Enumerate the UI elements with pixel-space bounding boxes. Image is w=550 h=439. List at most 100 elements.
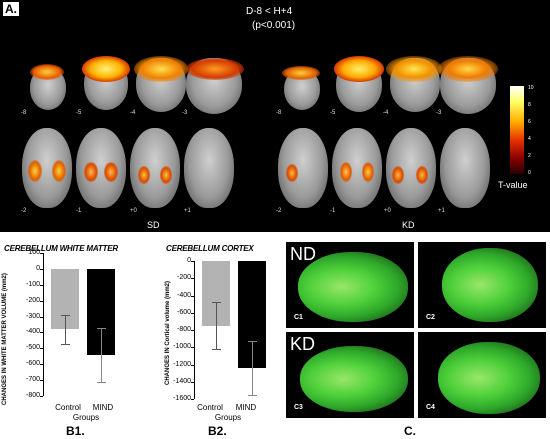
activation-blob xyxy=(104,162,118,182)
tile-label-c3: C3 xyxy=(294,404,303,411)
group-label-kd-c: KD xyxy=(290,334,316,354)
activation-blob xyxy=(438,56,498,82)
chart-b1-tick-label: -400 xyxy=(25,328,40,336)
tractography-c1: ND C1 xyxy=(286,242,414,328)
panel-a-brain-maps: A. D-8 < H+4 (p<0.001) -8 -5 -4 -3 -8 -5… xyxy=(0,0,550,232)
activation-blob xyxy=(52,160,66,182)
chart-b1-sublabel: B1. xyxy=(66,424,85,438)
chart-b1-tick-mark xyxy=(40,364,43,366)
activation-blob xyxy=(362,162,374,182)
chart-b1-xlabel: Groups xyxy=(72,413,100,422)
chart-b2-tick-mark xyxy=(191,330,194,331)
brain-slice-bottom-left-3 xyxy=(130,128,180,208)
chart-b2-tick-mark xyxy=(191,399,194,400)
chart-b1-error-bar xyxy=(101,327,102,382)
chart-b2-category: Control xyxy=(197,403,223,412)
chart-b1-error-cap xyxy=(97,327,106,329)
chart-b2-tick-mark xyxy=(191,295,194,297)
chart-b1-category: Control xyxy=(55,403,81,412)
brain-slice-bottom-right-4 xyxy=(440,128,490,208)
chart-b1-tick-mark xyxy=(40,268,43,270)
fiber-bundle xyxy=(300,346,408,412)
pvalue-label: (p<0.001) xyxy=(252,20,296,31)
chart-b2-title: CEREBELLUM CORTEX xyxy=(166,244,254,253)
chart-b1-tick-label: -800 xyxy=(25,392,40,399)
chart-b1-tick-mark xyxy=(40,396,43,397)
chart-b2-sublabel: B2. xyxy=(208,424,227,438)
slice-number: -1 xyxy=(76,208,82,214)
slice-number: -5 xyxy=(76,110,82,116)
chart-b2-error-cap xyxy=(248,394,257,396)
slice-number: -5 xyxy=(330,110,336,116)
chart-b2-y-axis xyxy=(194,261,195,399)
chart-b2-tick-mark xyxy=(191,364,194,366)
colorbar-tick: 6 xyxy=(528,119,531,125)
slice-number: -4 xyxy=(130,110,136,116)
colorbar-tick: 0 xyxy=(528,170,531,176)
contrast-title: D-8 < H+4 xyxy=(246,6,293,17)
activation-blob xyxy=(138,166,150,184)
chart-b2-tick-label: -1200 xyxy=(173,360,191,368)
activation-blob xyxy=(392,166,404,184)
chart-b2-category: MIND xyxy=(235,403,257,412)
activation-blob xyxy=(340,162,352,182)
tractography-c3: KD C3 xyxy=(286,332,414,418)
slice-number: -8 xyxy=(276,110,282,116)
chart-b1-error-cap xyxy=(97,381,106,383)
chart-b2-tick-label: -800 xyxy=(176,326,191,333)
chart-b2-tick-label: -1000 xyxy=(173,343,191,351)
activation-blob xyxy=(134,56,188,82)
tractography-c2: C2 xyxy=(418,242,546,328)
chart-b1-title: CEREBELLUM WHITE MATTER xyxy=(4,244,118,253)
chart-b1-tick-label: -700 xyxy=(25,376,40,384)
chart-b2-tick-label: 0 xyxy=(187,257,191,264)
panel-a-label: A. xyxy=(3,2,19,16)
tile-label-c2: C2 xyxy=(426,314,435,321)
chart-b2-tick-label: -1600 xyxy=(173,395,191,402)
activation-blob xyxy=(82,56,130,82)
chart-b1-category: MIND xyxy=(92,403,114,412)
chart-b1-y-axis xyxy=(43,253,44,396)
slice-number: -4 xyxy=(383,110,389,116)
chart-b1-tick-label: -200 xyxy=(25,296,40,304)
fiber-bundle xyxy=(438,342,540,414)
panel-c-label: C. xyxy=(404,424,416,438)
chart-b2-tick-label: -600 xyxy=(176,308,191,316)
chart-b2-tick-mark xyxy=(191,278,194,280)
activation-blob xyxy=(30,64,64,80)
chart-b1-tick-label: -500 xyxy=(25,344,40,352)
slice-number: +1 xyxy=(438,208,445,214)
chart-b2-tick-label: -200 xyxy=(176,274,191,282)
activation-blob xyxy=(282,66,320,80)
brain-slice-bottom-left-4 xyxy=(184,128,234,208)
slice-number: -2 xyxy=(21,208,27,214)
chart-b2-plot: 0 -200 -400 -600 -800 -1000 -1200 -1400 -1600 xyxy=(173,257,266,402)
slice-number: +0 xyxy=(384,208,391,214)
colorbar-tick: 10 xyxy=(528,85,534,91)
chart-b2-tick-mark xyxy=(191,261,194,262)
chart-b2-error-cap xyxy=(212,302,221,304)
chart-b2-tick-label: -400 xyxy=(176,291,191,299)
colorbar-tick: 2 xyxy=(528,153,531,159)
chart-b1-tick-label: -100 xyxy=(25,280,40,288)
activation-blob xyxy=(160,166,172,184)
chart-b1-error-bar xyxy=(65,314,66,344)
colorbar-tick: 4 xyxy=(528,136,531,142)
chart-b1-tick-mark xyxy=(40,253,43,254)
group-label-sd: SD xyxy=(147,220,160,230)
tile-label-c4: C4 xyxy=(426,404,435,411)
chart-b1-tick-label: -300 xyxy=(25,312,40,320)
activation-blob xyxy=(186,58,244,80)
activation-blob xyxy=(334,56,384,82)
fiber-bundle xyxy=(442,248,538,322)
chart-b2-xlabel: Groups xyxy=(214,413,242,422)
slice-number: -2 xyxy=(276,208,282,214)
activation-blob xyxy=(416,166,428,184)
chart-b1-tick-mark xyxy=(40,332,43,334)
fiber-bundle xyxy=(298,252,408,322)
chart-b2-tick-mark xyxy=(191,312,194,314)
slice-number: -1 xyxy=(330,208,336,214)
activation-blob xyxy=(84,162,98,182)
activation-blob xyxy=(28,160,42,182)
chart-b1-error-cap xyxy=(61,343,70,345)
